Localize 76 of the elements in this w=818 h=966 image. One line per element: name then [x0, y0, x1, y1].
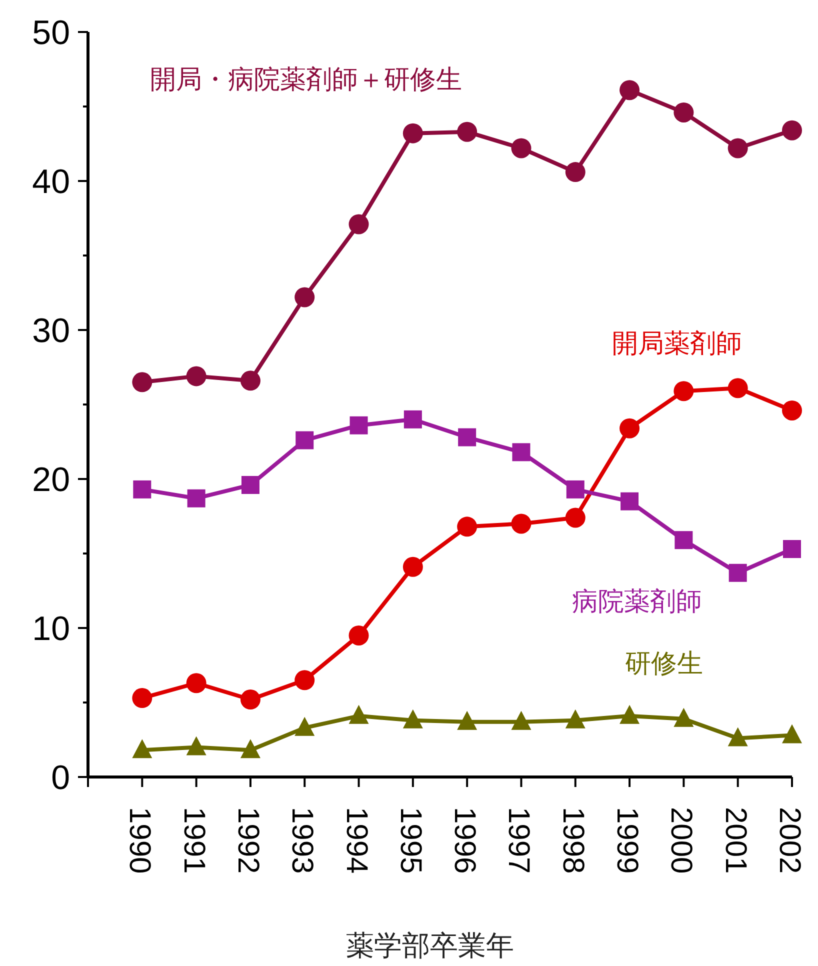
point [240, 739, 260, 758]
point [565, 162, 586, 182]
x-tick-label: 1992 [231, 807, 264, 874]
point [132, 372, 152, 392]
point [782, 724, 802, 744]
point [728, 378, 748, 398]
y-tick-label: 50 [32, 14, 70, 52]
x-tick-label: 1994 [340, 807, 373, 874]
point [348, 214, 369, 234]
point [674, 708, 694, 727]
series-label: 開局薬剤師 [612, 328, 742, 358]
point [511, 514, 532, 534]
point [512, 443, 530, 462]
point [620, 80, 640, 100]
y-tick-label: 20 [32, 461, 70, 499]
x-tick-label: 1990 [123, 807, 156, 874]
point [402, 556, 423, 577]
point [132, 688, 152, 708]
point [783, 540, 801, 558]
series-label: 開局・病院薬剤師＋研修生 [150, 64, 462, 94]
point [241, 476, 260, 494]
point [402, 709, 423, 728]
point [620, 492, 639, 510]
point [565, 709, 586, 728]
x-tick-label: 1995 [394, 807, 427, 874]
point [294, 287, 315, 308]
y-tick-label: 40 [32, 163, 70, 201]
x-axis-title: 薬学部卒業年 [346, 930, 514, 961]
point [133, 480, 152, 498]
point [565, 508, 586, 528]
point [187, 489, 206, 508]
x-tick-label: 2000 [664, 807, 698, 874]
x-tick-label: 1993 [286, 807, 319, 874]
point [728, 138, 748, 158]
x-tick-label: 1997 [502, 807, 536, 874]
series-label: 病院薬剤師 [572, 586, 702, 616]
point [511, 710, 532, 730]
point [728, 727, 748, 746]
point [186, 366, 206, 386]
point [457, 122, 478, 142]
point [457, 516, 478, 537]
point [350, 416, 368, 434]
point [294, 716, 315, 736]
point [404, 410, 422, 428]
point [240, 370, 260, 391]
point [186, 673, 206, 694]
x-tick-label: 1991 [177, 807, 210, 874]
point [674, 531, 693, 550]
y-tick-label: 0 [51, 759, 70, 797]
x-tick-label: 2001 [718, 807, 752, 874]
x-tick-label: 1999 [610, 807, 644, 874]
point [566, 480, 584, 498]
point [348, 704, 369, 724]
point [674, 102, 694, 122]
point [511, 138, 532, 158]
y-tick-label: 30 [32, 312, 70, 350]
x-tick-label: 1996 [448, 807, 482, 874]
point [348, 625, 369, 646]
point [458, 428, 476, 446]
point [620, 704, 640, 724]
point [782, 400, 802, 420]
point [296, 431, 314, 450]
point [457, 710, 478, 730]
point [402, 123, 423, 144]
point [728, 564, 747, 582]
point [186, 736, 206, 756]
point [294, 670, 315, 690]
point [782, 120, 802, 140]
x-tick-label: 2002 [773, 807, 806, 874]
point [620, 418, 640, 438]
point [240, 690, 260, 710]
y-tick-label: 10 [32, 610, 70, 648]
point [132, 739, 152, 758]
point [674, 381, 694, 402]
x-tick-label: 1998 [556, 807, 590, 874]
series-label: 研修生 [625, 648, 703, 678]
